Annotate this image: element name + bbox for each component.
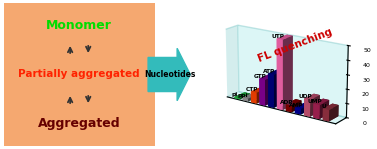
FancyBboxPatch shape [0,0,159,149]
Text: Nucleotides: Nucleotides [144,70,196,79]
Text: Aggregated: Aggregated [38,117,121,130]
FancyArrow shape [148,48,190,101]
Text: Monomer: Monomer [46,19,112,32]
Text: Partially aggregated: Partially aggregated [18,69,140,80]
